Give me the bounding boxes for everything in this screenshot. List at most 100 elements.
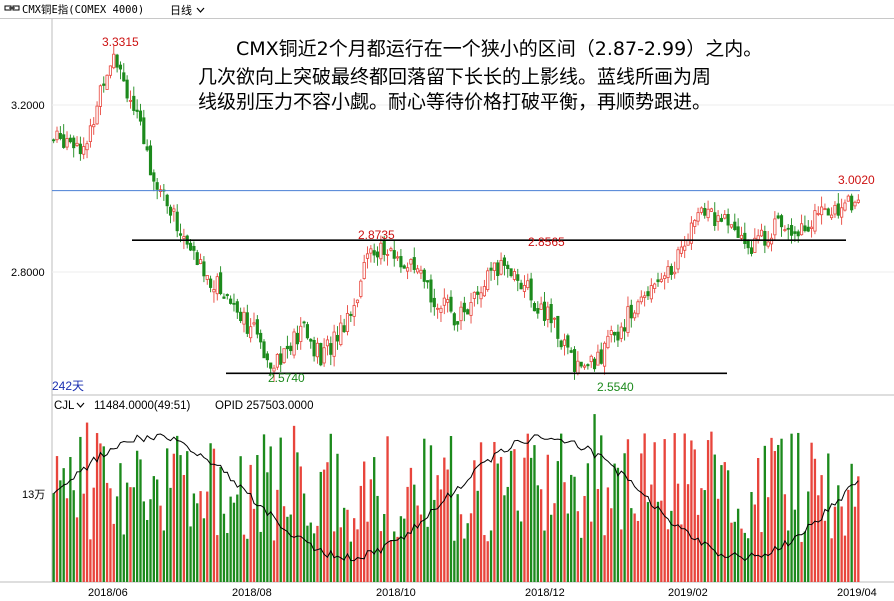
period-label: 日线 [170,4,192,17]
volume-bar [646,502,650,582]
volume-bar [590,521,593,582]
volume-bar [830,538,833,582]
candle-body [773,218,777,236]
volume-bar [399,516,403,582]
link-icon[interactable] [4,2,20,17]
volume-bar [753,504,756,582]
volume-bar [239,456,242,582]
volume-bar [115,496,119,582]
volume-bar [369,479,373,582]
volume-bar [302,493,306,582]
candle-body [653,283,657,289]
period-selector[interactable]: 日线 [170,2,205,18]
candle-body [279,353,283,365]
candle-body [536,308,540,314]
candle-body [683,245,687,251]
volume-bar [633,513,636,582]
indicator-name[interactable]: CJL [54,400,75,412]
volume-bar [296,452,299,582]
candle-body [402,265,406,269]
candle-body [229,298,233,304]
volume-bar [439,489,443,582]
candle-body [369,248,373,254]
volume-bar [710,431,713,582]
volume-bar [610,508,613,582]
candle-body [155,182,159,190]
candle-body [269,362,273,369]
volume-bar [182,474,186,582]
volume-bar [346,509,349,582]
candle-body [693,220,697,227]
volume-bar [169,487,172,582]
candle-body [442,297,446,306]
volume-bar [149,499,152,582]
candle-body [85,143,89,151]
volume-bar [309,522,312,582]
volume-bar [506,486,509,582]
candle-body [98,85,102,107]
volume-bar [102,446,105,582]
candle-body [75,142,79,146]
candle-body [539,303,543,310]
candle-body [489,267,493,271]
volume-bar [249,464,252,582]
volume-bar [630,508,633,582]
volume-bar [199,491,202,582]
volume-bar [373,457,376,582]
candle-body [846,195,850,202]
volume-bar [576,511,580,582]
volume-bars-group [52,414,860,582]
volume-bar [79,436,82,582]
candle-body [623,327,627,332]
volume-bar [820,475,823,582]
volume-bar [817,495,820,582]
volume-bar [736,508,740,582]
candle-body [659,278,663,282]
volume-bar [246,538,249,582]
volume-bar [416,505,419,582]
volume-bar [526,433,529,582]
volume-bar [152,476,156,582]
volume-bar [777,444,780,582]
candle-body [105,74,109,90]
candle-body [556,315,560,339]
volume-bar [523,457,526,582]
volume-bar [232,502,236,582]
candle-body [299,325,303,343]
candle-body [292,331,296,356]
volume-bar [342,507,346,582]
candle-body [830,214,834,219]
candle-body [152,172,156,182]
volume-bar [72,490,75,582]
candle-body [132,95,136,111]
candle-body [332,331,336,357]
volume-bar [519,521,523,582]
volume-bar [596,488,600,582]
opid-values: OPID 257503.0000 [215,400,313,412]
candle-body [609,330,613,335]
volume-bar [640,453,643,582]
volume-bar [516,510,519,582]
candle-body [102,83,106,86]
candle-body [249,326,253,339]
volume-bar [700,488,703,582]
volume-bar [322,469,326,582]
candle-body [599,349,603,364]
candle-body [856,199,860,203]
volume-bar [483,535,486,582]
volume-bar [676,483,680,582]
candle-body [826,208,830,216]
volume-bar [206,491,209,582]
chevron-down-icon[interactable] [76,402,85,408]
volume-bar [139,459,142,582]
volume-bar [790,433,793,582]
volume-bar [780,438,783,582]
volume-bar [179,455,182,582]
candle-body [312,340,316,357]
candle-body [212,289,216,293]
y-tick-label: 2.8000 [11,267,45,279]
candle-body [385,254,390,256]
candle-body [820,206,824,216]
volume-bar [726,470,730,582]
volume-bar [750,491,753,582]
